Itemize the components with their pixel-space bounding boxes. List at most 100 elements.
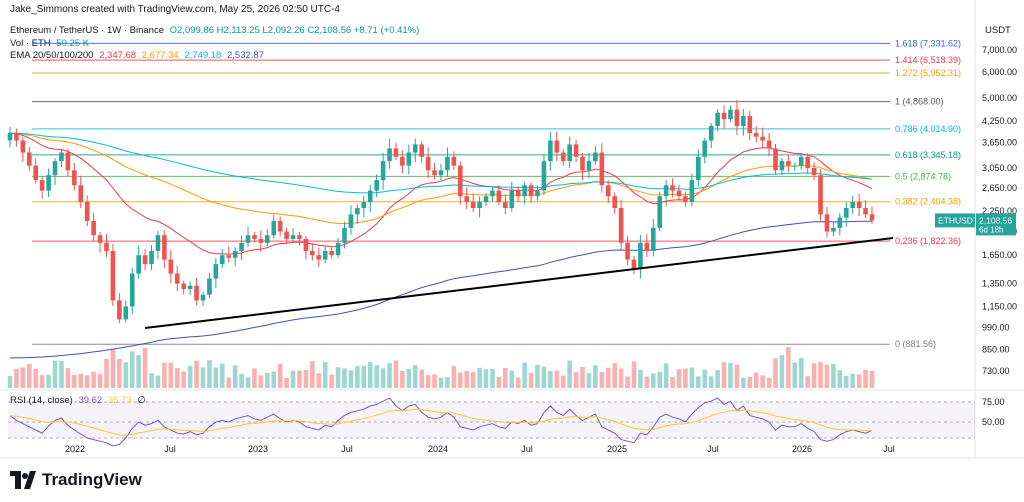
candle-body: [696, 156, 701, 181]
volume-bar: [515, 377, 521, 388]
price-tag-countdown: 6d 18h: [979, 225, 1003, 234]
volume-bar: [638, 369, 643, 388]
x-tick-label: 2024: [428, 444, 448, 454]
symbol-name: Ethereum / TetherUS · 1W · Binance: [10, 25, 164, 36]
candle-body: [683, 196, 688, 202]
candle-body: [232, 250, 238, 258]
candle-body: [490, 190, 495, 197]
price-axis: 7,000.00 6,000.00 5,000.00 4,250.00 3,650.00…: [0, 0, 1024, 459]
rsi-ma-line: [9, 408, 872, 436]
candle-body: [14, 133, 19, 141]
ema20-line: [9, 132, 873, 255]
volume-bar: [683, 368, 688, 388]
candle-body: [451, 156, 457, 166]
volume-bar: [779, 355, 785, 388]
volume-bar: [670, 377, 675, 388]
volume-bar: [162, 362, 167, 388]
candle-body: [445, 156, 450, 171]
candle-body: [239, 242, 244, 251]
volume-bar: [715, 370, 720, 388]
candle-body: [84, 201, 90, 221]
candle-body: [766, 140, 772, 149]
volume-bar: [245, 377, 251, 388]
volume-bar: [316, 373, 322, 388]
candle-body: [792, 165, 798, 167]
volume-bar: [650, 373, 656, 388]
candle-body: [515, 190, 521, 197]
fib-label: 1.618 (7,331.62): [895, 38, 961, 48]
candle-body: [464, 196, 470, 202]
volume-bar: [33, 369, 39, 388]
volume-bar: [818, 361, 823, 388]
volume-bar: [753, 372, 759, 388]
tradingview-logo[interactable]: TradingView: [10, 470, 142, 490]
candle-body: [670, 185, 675, 191]
candle-body: [26, 152, 32, 166]
volume-bar: [824, 364, 830, 388]
volume-bar: [310, 361, 315, 388]
candle-body: [554, 140, 560, 153]
candle-body: [715, 112, 720, 126]
rsi-level-label: 75.00: [982, 397, 1005, 407]
candle-body: [831, 227, 836, 232]
candle-body: [548, 140, 553, 162]
volume-bar: [760, 375, 765, 388]
candle-body: [213, 264, 219, 279]
ema20-value: 2,347.68: [99, 50, 137, 61]
volume-bar: [541, 366, 547, 388]
ema-label: EMA 20/50/100/200: [10, 50, 94, 61]
fib-label: 0.786 (4,014.90): [895, 124, 961, 134]
volume-bar: [14, 368, 19, 388]
candle-body: [618, 208, 624, 243]
rsi-legend: RSI (14, close) 39.62 35.73 ∅: [10, 395, 146, 406]
volume-bar: [464, 370, 470, 388]
ohlc-values: O2,099.86 H2,113.25 L2,092.26 C2,108.56 …: [169, 25, 420, 36]
volume-bar: [355, 366, 360, 388]
volume-bar: [445, 377, 450, 388]
candle-body: [310, 250, 315, 256]
volume-bar: [702, 369, 708, 388]
volume-bar: [470, 371, 476, 388]
candle-body: [541, 161, 547, 191]
ema200-value: 2,532.87: [226, 50, 264, 61]
volume-bar: [20, 367, 26, 388]
candle-body: [805, 156, 810, 168]
volume-bar: [734, 364, 740, 388]
candle-body: [599, 152, 605, 186]
candle-body: [387, 148, 392, 162]
candle-body: [586, 161, 592, 171]
ema-lines: [9, 132, 873, 359]
volume-bar: [97, 373, 103, 388]
symbol-legend: Ethereum / TetherUS · 1W · Binance O2,09…: [10, 25, 419, 36]
volume-bar: [91, 371, 96, 388]
candle-body: [361, 201, 367, 209]
fib-label: 1.272 (5,952.31): [895, 68, 961, 78]
candles: [7, 100, 875, 324]
price-tag: [976, 213, 1016, 236]
rsi-symbol: ∅: [137, 395, 146, 406]
candle-body: [412, 144, 418, 153]
y-tick-label: 3,050.00: [982, 163, 1017, 173]
candle-body: [290, 235, 296, 239]
rsi-value: 39.62: [78, 395, 103, 406]
candle-body: [342, 227, 347, 243]
volume-bar: [837, 370, 843, 388]
fib-label: 1 (4,868.00): [895, 97, 944, 107]
ema200-line: [9, 220, 872, 359]
volume-bar: [303, 369, 309, 388]
volume-bar: [129, 351, 135, 388]
volume-bar: [560, 375, 566, 388]
price-tag-value: 2,108.56: [979, 215, 1012, 225]
candle-body: [393, 148, 399, 157]
currency-label: USDT: [985, 25, 1011, 36]
volume-bar: [46, 374, 51, 388]
y-tick-label: 7,000.00: [982, 45, 1017, 55]
candle-body: [355, 208, 360, 215]
volume-bar: [773, 358, 778, 388]
candle-body: [824, 214, 830, 232]
volume-bar: [625, 376, 630, 388]
candle-body: [631, 259, 637, 269]
y-tick-label: 3,650.00: [982, 137, 1017, 147]
fib-label: 0.382 (2,404.38): [895, 197, 961, 207]
